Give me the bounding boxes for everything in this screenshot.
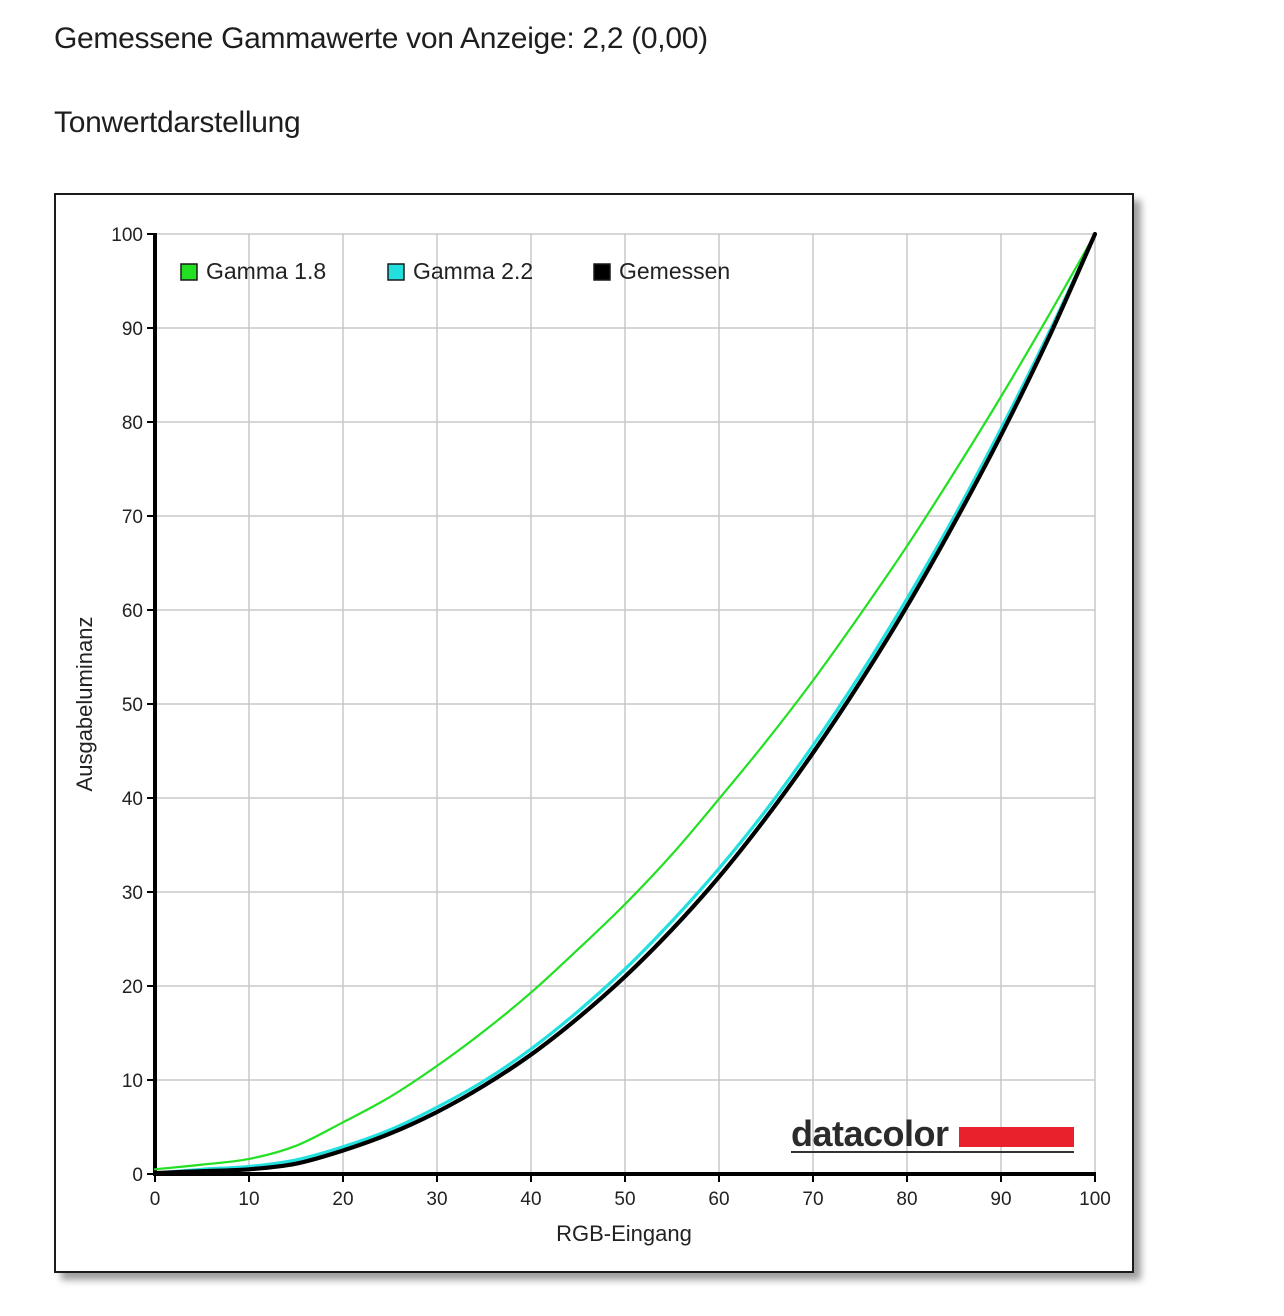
x-tick-label: 70: [802, 1189, 823, 1210]
logo-text: datacolor: [791, 1113, 949, 1154]
x-tick-label: 60: [708, 1189, 729, 1210]
logo-underline: [791, 1151, 1074, 1153]
datacolor-logo: datacolor: [791, 1113, 1074, 1154]
x-tick-label: 0: [150, 1189, 161, 1210]
series-line-gamma-1-8: [153, 232, 1097, 1171]
x-tick-label: 40: [520, 1189, 541, 1210]
chart-lines: [152, 231, 1098, 1176]
x-tick-label: 90: [990, 1189, 1011, 1210]
y-tick-label: 100: [111, 225, 143, 246]
y-tick-label: 90: [122, 319, 143, 340]
y-tick-label: 10: [122, 1071, 143, 1092]
y-tick-label: 70: [122, 507, 143, 528]
y-tick-label: 50: [122, 695, 143, 716]
x-tick-label: 50: [614, 1189, 635, 1210]
y-tick-label: 20: [122, 977, 143, 998]
tone-heading: Tonwertdarstellung: [54, 106, 301, 139]
series-line-gamma-2-2: [153, 232, 1097, 1175]
y-tick-label: 30: [122, 883, 143, 904]
series-line-gemessen: [152, 231, 1098, 1176]
y-tick-label: 40: [122, 789, 143, 810]
x-tick-label: 100: [1079, 1189, 1111, 1210]
logo-accent-bar: [959, 1127, 1074, 1147]
chart-frame: 0 10 20 30 40 50 60 70 80 90 100 0 10 20 30 40 50 60 70 80 9…: [54, 193, 1134, 1273]
tone-response-chart: 0 10 20 30 40 50 60 70 80 90 100 0 10 20 30 40 50 60 70 80 9…: [72, 225, 1111, 1246]
legend-label-gamma-2-2: Gamma 2.2: [413, 258, 533, 284]
legend-swatch-gamma-2-2: [387, 263, 405, 281]
legend-label-gemessen: Gemessen: [619, 258, 730, 284]
chart-grid: [155, 233, 1096, 1174]
legend-label-gamma-1-8: Gamma 1.8: [206, 258, 326, 284]
chart-legend: Gamma 1.8 Gamma 2.2 Gemessen: [180, 258, 730, 284]
y-axis-label: Ausgabeluminanz: [72, 617, 97, 792]
y-tick-label: 80: [122, 413, 143, 434]
legend-swatch-gemessen: [593, 263, 611, 281]
x-tick-label: 20: [332, 1189, 353, 1210]
x-tick-label: 10: [238, 1189, 259, 1210]
chart-ticks: 0 10 20 30 40 50 60 70 80 90 100 0 10 20 30 40 50 60 70 80 9…: [111, 225, 1111, 1210]
x-axis-label: RGB-Eingang: [556, 1221, 692, 1246]
y-tick-label: 60: [122, 601, 143, 622]
x-tick-label: 30: [426, 1189, 447, 1210]
gamma-heading: Gemessene Gammawerte von Anzeige: 2,2 (0…: [54, 22, 708, 55]
legend-swatch-gamma-1-8: [180, 263, 198, 281]
y-tick-label: 0: [132, 1165, 143, 1186]
x-tick-label: 80: [896, 1189, 917, 1210]
